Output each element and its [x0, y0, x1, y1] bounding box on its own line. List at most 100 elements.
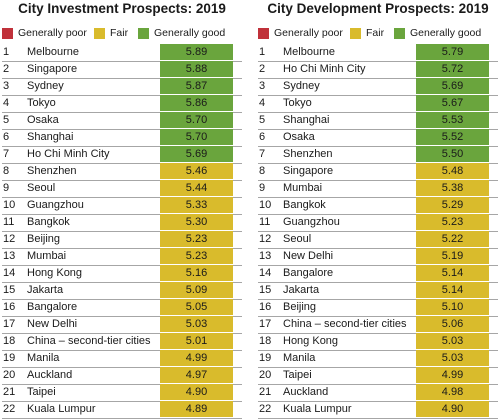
city-name: Ho Chi Minh City [283, 63, 366, 75]
city-name: Ho Chi Minh City [27, 148, 110, 160]
table-row: 3 Sydney 5.87 [2, 78, 242, 96]
table-row: 17 New Delhi 5.03 [2, 316, 242, 334]
table-row: 19 Manila 4.99 [2, 350, 242, 368]
rank-number: 22 [3, 403, 16, 415]
legend-label-poor: Generally poor [274, 27, 343, 39]
development-table-title: City Development Prospects: 2019 [267, 1, 489, 16]
table-row: 20 Taipei 4.99 [258, 367, 498, 385]
investment-legend: Generally poor Fair Generally good [2, 25, 242, 41]
rank-number: 9 [3, 182, 10, 194]
development-legend: Generally poor Fair Generally good [258, 25, 498, 41]
table-row: 12 Seoul 5.22 [258, 231, 498, 249]
legend-item-good: Generally good [394, 25, 481, 41]
table-row: 15 Jakarta 5.09 [2, 282, 242, 300]
score-cell: 5.70 [160, 129, 233, 145]
table-row: 7 Ho Chi Minh City 5.69 [2, 146, 242, 164]
rank-number: 17 [259, 318, 272, 330]
city-name: Guangzhou [283, 216, 340, 228]
rank-number: 11 [259, 216, 271, 228]
legend-label-fair: Fair [366, 27, 385, 39]
table-row: 2 Ho Chi Minh City 5.72 [258, 61, 498, 79]
score-cell: 5.89 [160, 44, 233, 60]
score-cell: 5.86 [160, 95, 233, 111]
score-cell: 5.44 [160, 180, 233, 196]
table-row: 13 Mumbai 5.23 [2, 248, 242, 266]
city-name: Hong Kong [27, 267, 83, 279]
score-cell: 5.14 [416, 282, 489, 298]
score-cell: 4.89 [160, 401, 233, 417]
rank-number: 3 [3, 80, 10, 92]
legend-swatch-poor [258, 27, 269, 39]
rank-number: 7 [3, 148, 10, 160]
score-cell: 5.50 [416, 146, 489, 162]
table-row: 6 Shanghai 5.70 [2, 129, 242, 147]
city-name: Taipei [27, 386, 56, 398]
score-cell: 5.30 [160, 214, 233, 230]
rank-number: 20 [259, 369, 272, 381]
legend-item-poor: Generally poor [2, 25, 87, 41]
score-cell: 5.14 [416, 265, 489, 281]
table-row: 6 Osaka 5.52 [258, 129, 498, 147]
rank-number: 4 [3, 97, 10, 109]
city-name: China – second-tier cities [27, 335, 151, 347]
table-row: 12 Beijing 5.23 [2, 231, 242, 249]
legend-label-fair: Fair [110, 27, 129, 39]
score-cell: 5.48 [416, 163, 489, 179]
table-row: 13 New Delhi 5.19 [258, 248, 498, 266]
table-row: 14 Bangalore 5.14 [258, 265, 498, 283]
score-cell: 5.67 [416, 95, 489, 111]
score-cell: 4.99 [416, 367, 489, 383]
city-name: Guangzhou [27, 199, 84, 211]
table-row: 20 Auckland 4.97 [2, 367, 242, 385]
rank-number: 13 [3, 250, 16, 262]
score-cell: 5.46 [160, 163, 233, 179]
city-name: Tokyo [27, 97, 56, 109]
score-cell: 5.69 [160, 146, 233, 162]
city-name: Shenzhen [283, 148, 333, 160]
rank-number: 1 [259, 46, 266, 58]
score-cell: 5.03 [416, 333, 489, 349]
city-name: Bangalore [283, 267, 334, 279]
investment-prospects-table: City Investment Prospects: 2019 Generall… [2, 0, 242, 419]
city-name: Kuala Lumpur [27, 403, 96, 415]
rank-number: 12 [3, 233, 16, 245]
rank-number: 21 [3, 386, 16, 398]
table-row: 18 Hong Kong 5.03 [258, 333, 498, 351]
city-name: Singapore [27, 63, 78, 75]
table-row: 9 Mumbai 5.38 [258, 180, 498, 198]
legend-swatch-poor [2, 27, 13, 39]
table-row: 15 Jakarta 5.14 [258, 282, 498, 300]
rank-number: 14 [3, 267, 16, 279]
city-name: New Delhi [283, 250, 334, 262]
rank-number: 2 [3, 63, 10, 75]
rank-number: 17 [3, 318, 16, 330]
score-cell: 4.98 [416, 384, 489, 400]
city-name: Mumbai [283, 182, 323, 194]
rank-number: 7 [259, 148, 266, 160]
city-name: Taipei [283, 369, 312, 381]
rank-number: 22 [259, 403, 272, 415]
table-row: 19 Manila 5.03 [258, 350, 498, 368]
rank-number: 5 [259, 114, 266, 126]
table-row: 8 Shenzhen 5.46 [2, 163, 242, 181]
table-row: 21 Auckland 4.98 [258, 384, 498, 402]
city-name: Shenzhen [27, 165, 77, 177]
city-name: New Delhi [27, 318, 78, 330]
table-row: 5 Shanghai 5.53 [258, 112, 498, 130]
legend-label-good: Generally good [154, 27, 226, 39]
rank-number: 1 [3, 46, 10, 58]
city-name: Tokyo [283, 97, 312, 109]
rank-number: 16 [3, 301, 16, 313]
score-cell: 5.38 [416, 180, 489, 196]
score-cell: 5.23 [160, 231, 233, 247]
rank-number: 10 [259, 199, 272, 211]
city-name: Manila [283, 352, 316, 364]
city-name: Melbourne [27, 46, 79, 58]
city-name: Bangkok [27, 216, 70, 228]
rank-number: 8 [3, 165, 10, 177]
table-row: 16 Beijing 5.10 [258, 299, 498, 317]
rank-number: 18 [3, 335, 16, 347]
investment-table-title: City Investment Prospects: 2019 [18, 1, 226, 16]
rank-number: 11 [3, 216, 15, 228]
score-cell: 5.70 [160, 112, 233, 128]
